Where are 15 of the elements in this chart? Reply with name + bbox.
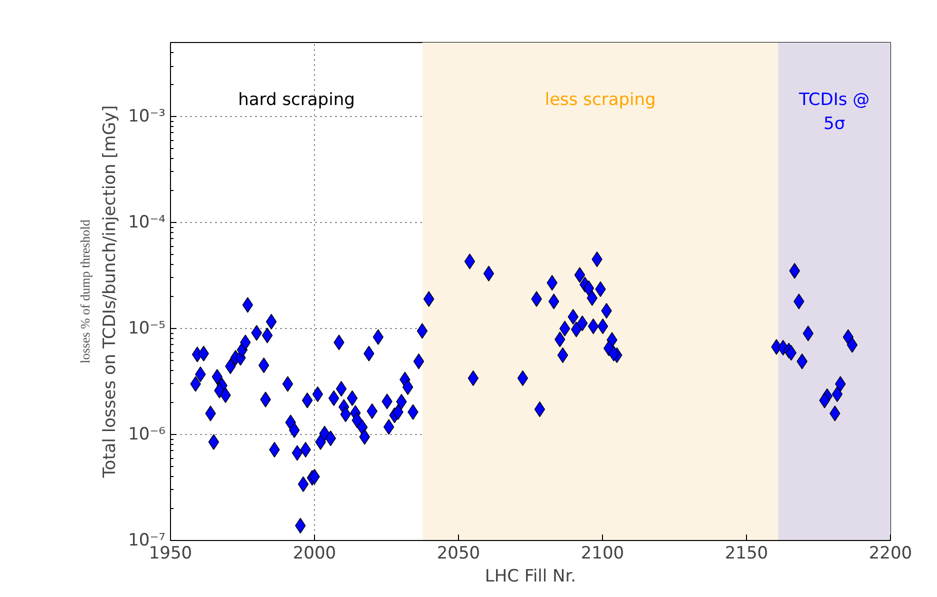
x-tick-label: 2100 (580, 544, 624, 564)
y-axis-title: Total losses on TCDIs/bunch/injection [mGy] (100, 105, 120, 479)
y-tick-label: 10⁻⁴ (128, 212, 166, 233)
y-tick-label: 10⁻³ (128, 106, 166, 127)
band-label: TCDIs @ 5σ (798, 90, 870, 134)
x-tick-label: 2050 (436, 544, 480, 564)
y-tick-label: 10⁻⁶ (128, 424, 166, 445)
band-label: less scraping (544, 90, 656, 110)
y-tick-label: 10⁻⁵ (128, 318, 166, 339)
annotation: hard scraping (238, 90, 355, 110)
x-tick-label: 2200 (868, 544, 912, 564)
x-tick-label: 2000 (292, 544, 336, 564)
text: losses % of dump threshold (78, 219, 92, 364)
x-axis-title: LHC Fill Nr. (484, 566, 576, 586)
x-tick-label: 2150 (724, 544, 768, 564)
